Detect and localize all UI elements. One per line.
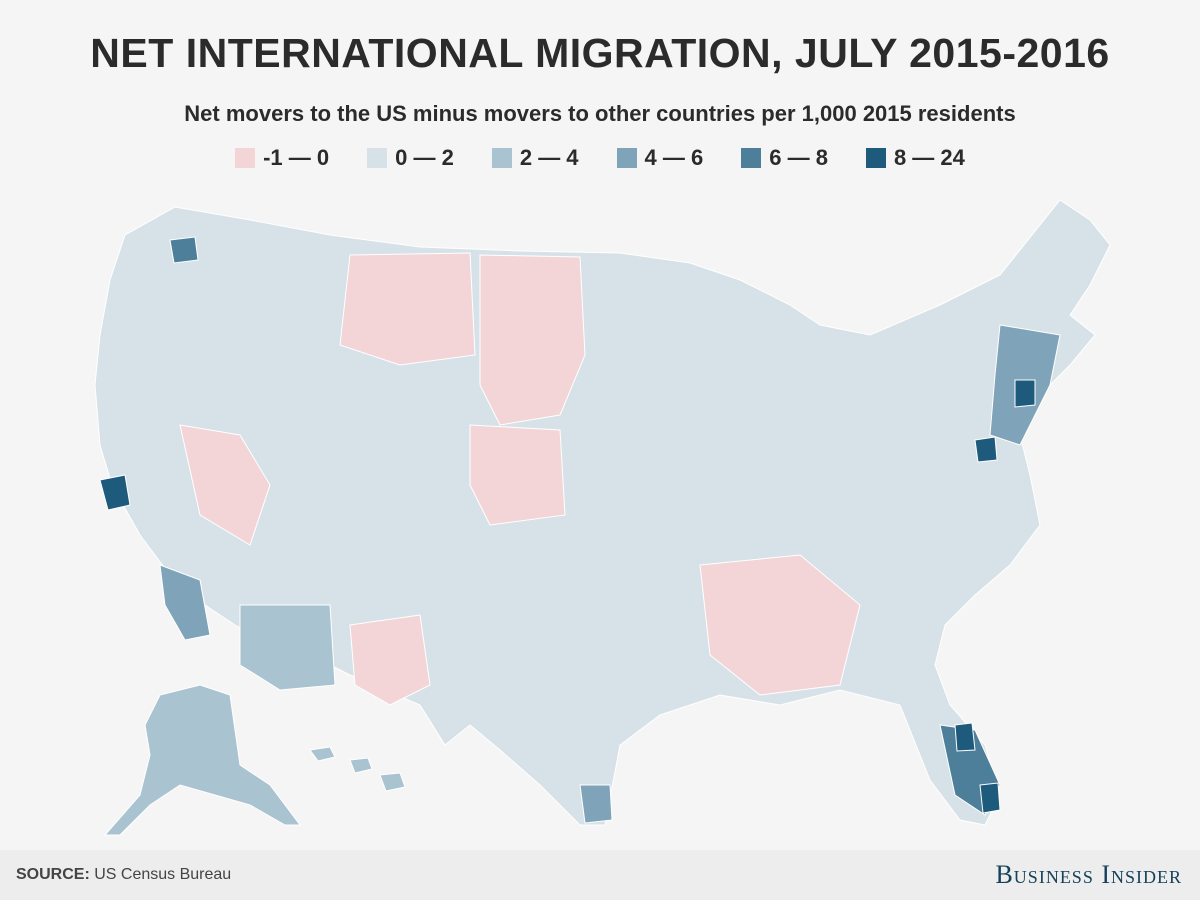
source-text: US Census Bureau: [94, 866, 232, 883]
region-arizona: [239, 604, 336, 691]
source-note: SOURCE: US Census Bureau: [16, 866, 231, 884]
legend-item: 6 — 8: [741, 145, 828, 171]
region-seattle: [169, 236, 199, 264]
region-west-texas: [349, 614, 431, 706]
region-hawaii: [309, 746, 406, 792]
region-montana-east: [339, 252, 476, 366]
chart-subtitle: Net movers to the US minus movers to oth…: [184, 101, 1016, 126]
legend: -1 — 0 0 — 2 2 — 4 4 — 6 6 — 8 8 — 24: [0, 145, 1200, 171]
region-southeast: [699, 554, 861, 696]
legend-swatch: [367, 148, 388, 168]
region-houston: [579, 784, 613, 824]
legend-swatch: [235, 148, 256, 168]
legend-label: 6 — 8: [769, 145, 828, 170]
region-nebraska-kansas-west: [469, 424, 566, 526]
region-orlando: [954, 722, 976, 752]
region-bay-area: [99, 474, 131, 511]
region-north-dakota-south-dakota: [479, 254, 586, 426]
legend-item: 4 — 6: [616, 145, 704, 171]
footer: SOURCE: US Census Bureau Business Inside…: [0, 850, 1200, 900]
region-new-york-city: [1014, 379, 1036, 408]
us-county-map: [94, 199, 1111, 836]
brand-logo: Business Insider: [995, 860, 1182, 889]
legend-label: 4 — 6: [644, 145, 704, 170]
region-washington-dc: [974, 436, 998, 463]
legend-swatch: [865, 148, 886, 168]
region-southern-california: [159, 564, 211, 641]
source-label: SOURCE:: [16, 866, 90, 883]
region-alaska: [103, 684, 301, 836]
legend-label: 8 — 24: [893, 145, 965, 170]
chart-title: NET INTERNATIONAL MIGRATION, JULY 2015-2…: [90, 30, 1110, 76]
legend-swatch: [616, 148, 637, 168]
legend-swatch: [491, 148, 512, 168]
legend-label: 0 — 2: [395, 145, 454, 170]
region-nevada-utah: [179, 424, 271, 546]
legend-swatch: [741, 148, 762, 168]
legend-item: 8 — 24: [865, 145, 965, 171]
legend-item: 0 — 2: [367, 145, 454, 171]
legend-label: -1 — 0: [263, 145, 330, 170]
legend-item: 2 — 4: [491, 145, 579, 171]
legend-item: -1 — 0: [235, 145, 329, 171]
legend-label: 2 — 4: [519, 145, 579, 170]
region-miami: [979, 782, 1001, 814]
